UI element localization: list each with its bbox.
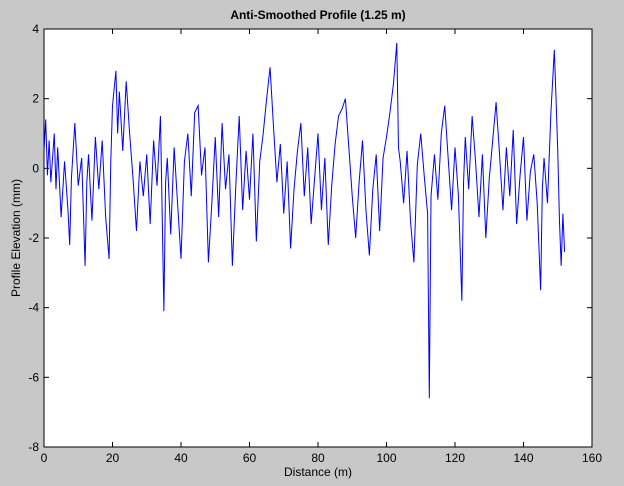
axes-box xyxy=(43,28,593,448)
x-tick-label: 120 xyxy=(445,451,465,465)
x-axis-label: Distance (m) xyxy=(284,465,352,479)
x-tick-label: 20 xyxy=(106,451,120,465)
chart-title: Anti-Smoothed Profile (1.25 m) xyxy=(230,8,405,22)
y-tick-label: -4 xyxy=(28,301,39,315)
y-axis-label: Profile Elevation (mm) xyxy=(9,179,23,297)
y-tick-label: -8 xyxy=(28,440,39,454)
y-tick-label: -6 xyxy=(28,370,39,384)
profile-line xyxy=(43,42,566,399)
y-tick-label: 4 xyxy=(32,22,39,36)
x-tick-label: 160 xyxy=(582,451,602,465)
x-tick-label: 0 xyxy=(41,451,48,465)
x-tick-label: 80 xyxy=(311,451,325,465)
x-tick-label: 100 xyxy=(376,451,396,465)
y-tick-label: -2 xyxy=(28,231,39,245)
y-tick-label: 2 xyxy=(32,92,39,106)
x-tick-label: 60 xyxy=(243,451,257,465)
y-tick-label: 0 xyxy=(32,161,39,175)
x-tick-label: 40 xyxy=(174,451,188,465)
x-tick-label: 140 xyxy=(513,451,533,465)
